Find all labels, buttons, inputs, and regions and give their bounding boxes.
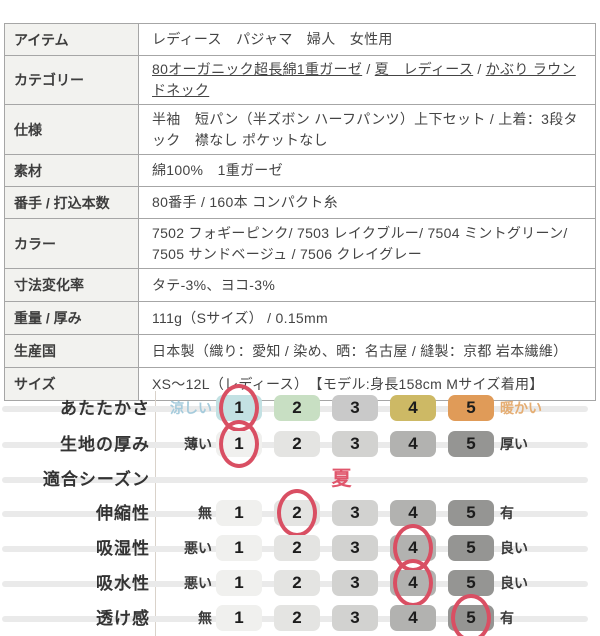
scale-max-label: 有 — [500, 610, 514, 626]
rating-pill-2: 2 — [274, 570, 320, 596]
scale-max-label: 良い — [500, 575, 528, 591]
scale-min-label: 悪い — [184, 540, 212, 556]
spec-label: 寸法変化率 — [4, 268, 139, 302]
rating-pill-4: 4 — [390, 395, 436, 421]
spec-row-origin: 生産国 日本製（織り：愛知 / 染め、晒：名古屋 / 縫製：京都 岩本繊維） — [4, 334, 596, 368]
scale-max-label: 厚い — [500, 436, 528, 452]
spec-label: 生産国 — [4, 334, 139, 368]
category-separator: / — [473, 61, 486, 77]
rating-pill-2: 2 — [274, 395, 320, 421]
rating-pill-2: 2 — [274, 605, 320, 631]
rating-label: 適合シーズン — [42, 470, 150, 489]
rating-pill-5: 5 — [448, 395, 494, 421]
rating-row-water: 吸水性 悪い 1 2 3 4 5 良い — [0, 566, 600, 601]
rating-row-thickness: 生地の厚み 薄い 1 2 3 4 5 厚い — [0, 427, 600, 462]
rating-pill-3: 3 — [332, 500, 378, 526]
rating-pill-2: 2 — [274, 431, 320, 457]
spec-row-details: 仕様 半袖 短パン（半ズボン ハーフパンツ）上下セット / 上着：3段タック 襟… — [4, 104, 596, 155]
rating-pill-1-selected: 1 — [216, 395, 262, 421]
rating-label: 生地の厚み — [60, 435, 150, 454]
spec-label: アイテム — [4, 23, 139, 56]
rating-label: 吸湿性 — [96, 539, 150, 558]
rating-pill-2-selected: 2 — [274, 500, 320, 526]
rating-row-warmth: あたたかさ 涼しい 1 2 3 4 5 暖かい — [0, 391, 600, 426]
rating-pill-4-selected: 4 — [390, 535, 436, 561]
spec-row-weight: 重量 / 厚み 111g（Sサイズ） / 0.15mm — [4, 301, 596, 335]
rating-row-season: 適合シーズン 夏 — [0, 462, 600, 497]
category-separator: / — [362, 61, 375, 77]
spec-row-shrinkage: 寸法変化率 タテ-3%、ヨコ-3% — [4, 268, 596, 302]
spec-label: カテゴリー — [4, 55, 139, 105]
scale-min-label: 悪い — [184, 575, 212, 591]
spec-label: サイズ — [4, 367, 139, 401]
scale-max-label: 暖かい — [500, 400, 542, 416]
rating-pill-4: 4 — [390, 431, 436, 457]
rating-pill-5-selected: 5 — [448, 605, 494, 631]
rating-pill-5: 5 — [448, 431, 494, 457]
rating-pill-4: 4 — [390, 605, 436, 631]
spec-label: 素材 — [4, 154, 139, 187]
rating-pill-1: 1 — [216, 535, 262, 561]
rating-pill-5: 5 — [448, 570, 494, 596]
spec-value: 綿100% 1重ガーゼ — [138, 154, 596, 187]
scale-min-label: 無 — [198, 505, 212, 521]
spec-value: 111g（Sサイズ） / 0.15mm — [138, 301, 596, 335]
season-value: 夏 — [331, 468, 353, 490]
rating-row-stretch: 伸縮性 無 1 2 3 4 5 有 — [0, 496, 600, 531]
rating-pill-2: 2 — [274, 535, 320, 561]
rating-pill-4: 4 — [390, 500, 436, 526]
spec-table: アイテム レディース パジャマ 婦人 女性用 カテゴリー 80オーガニック超長綿… — [4, 23, 596, 401]
rating-pill-3: 3 — [332, 605, 378, 631]
spec-value: 80番手 / 160本 コンパクト糸 — [138, 186, 596, 219]
spec-value: 7502 フォギーピンク/ 7503 レイクブルー/ 7504 ミントグリーン/… — [138, 218, 596, 269]
spec-row-yarn-count: 番手 / 打込本数 80番手 / 160本 コンパクト糸 — [4, 186, 596, 219]
spec-row-material: 素材 綿100% 1重ガーゼ — [4, 154, 596, 187]
spec-value-category: 80オーガニック超長綿1重ガーゼ / 夏 レディース / かぶり ラウンドネック — [138, 55, 596, 105]
spec-value: タテ-3%、ヨコ-3% — [138, 268, 596, 302]
rating-label: あたたかさ — [60, 399, 150, 418]
rating-pill-1: 1 — [216, 570, 262, 596]
category-link-neck[interactable]: かぶり ラウンドネック — [152, 61, 576, 98]
scale-min-label: 涼しい — [170, 400, 212, 416]
scale-max-label: 良い — [500, 540, 528, 556]
spec-value: 日本製（織り：愛知 / 染め、晒：名古屋 / 縫製：京都 岩本繊維） — [138, 334, 596, 368]
scale-max-label: 有 — [500, 505, 514, 521]
rating-label: 伸縮性 — [96, 504, 150, 523]
category-link-fabric[interactable]: 80オーガニック超長綿1重ガーゼ — [152, 61, 363, 77]
spec-row-size: サイズ XS〜12L（レディース） 【モデル:身長158cm Mサイズ着用】 — [4, 367, 596, 401]
rating-pill-3: 3 — [332, 395, 378, 421]
rating-pill-3: 3 — [332, 535, 378, 561]
rating-pill-4-selected: 4 — [390, 570, 436, 596]
spec-label: 番手 / 打込本数 — [4, 186, 139, 219]
rating-label: 透け感 — [96, 609, 150, 628]
rating-pill-5: 5 — [448, 500, 494, 526]
rating-pill-3: 3 — [332, 431, 378, 457]
rating-row-moisture: 吸湿性 悪い 1 2 3 4 5 良い — [0, 531, 600, 566]
rating-pill-5: 5 — [448, 535, 494, 561]
scale-min-label: 無 — [198, 610, 212, 626]
spec-label: カラー — [4, 218, 139, 269]
row-stripe — [2, 477, 588, 483]
rating-pill-1-selected: 1 — [216, 431, 262, 457]
rating-row-sheerness: 透け感 無 1 2 3 4 5 有 — [0, 601, 600, 636]
category-link-season[interactable]: 夏 レディース — [374, 61, 474, 77]
rating-pill-3: 3 — [332, 570, 378, 596]
rating-pill-1: 1 — [216, 500, 262, 526]
spec-row-category: カテゴリー 80オーガニック超長綿1重ガーゼ / 夏 レディース / かぶり ラ… — [4, 55, 596, 105]
scale-min-label: 薄い — [184, 436, 212, 452]
spec-value: 半袖 短パン（半ズボン ハーフパンツ）上下セット / 上着：3段タック 襟なし … — [138, 104, 596, 155]
rating-label: 吸水性 — [96, 574, 150, 593]
spec-row-color: カラー 7502 フォギーピンク/ 7503 レイクブルー/ 7504 ミントグ… — [4, 218, 596, 269]
spec-label: 仕様 — [4, 104, 139, 155]
rating-pill-1: 1 — [216, 605, 262, 631]
spec-row-item: アイテム レディース パジャマ 婦人 女性用 — [4, 23, 596, 56]
spec-value: レディース パジャマ 婦人 女性用 — [138, 23, 596, 56]
spec-label: 重量 / 厚み — [4, 301, 139, 335]
